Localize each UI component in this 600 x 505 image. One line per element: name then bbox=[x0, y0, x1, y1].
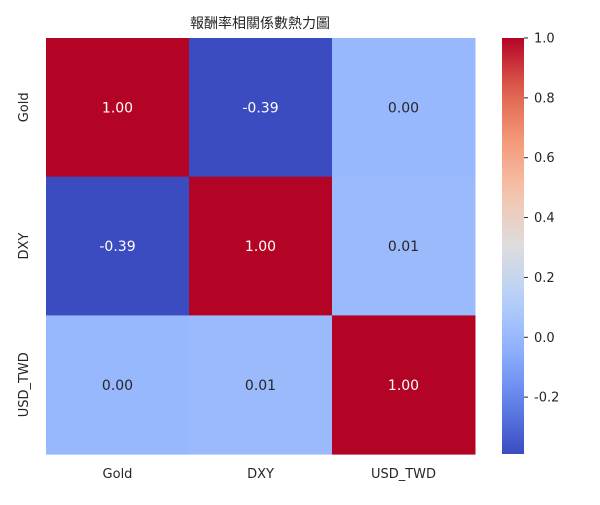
colorbar-tick-label: 0.0 bbox=[534, 331, 555, 346]
heatmap-cell-USD_TWD-USD_TWD bbox=[332, 315, 476, 455]
x-axis-tick-labels: Gold DXY USD_TWD bbox=[103, 467, 437, 482]
heatmap-cells bbox=[46, 38, 476, 455]
y-tick-label: USD_TWD bbox=[17, 352, 32, 417]
colorbar-tick-label: -0.2 bbox=[534, 391, 559, 406]
colorbar-tick-label: 0.2 bbox=[534, 271, 555, 286]
heatmap-cell-Gold-Gold bbox=[46, 38, 190, 178]
x-tick-label: Gold bbox=[103, 467, 133, 482]
cell-value-label: 0.01 bbox=[245, 378, 276, 394]
y-tick-label: Gold bbox=[17, 92, 32, 122]
cell-value-label: -0.39 bbox=[99, 239, 135, 255]
heatmap-cell-labels: 1.00 -0.39 0.00 -0.39 1.00 0.01 0.00 0.01 1.00 bbox=[99, 100, 419, 393]
cell-value-label: 0.00 bbox=[388, 100, 419, 116]
colorbar-gradient bbox=[502, 38, 524, 454]
heatmap-cell-USD_TWD-Gold bbox=[46, 315, 190, 455]
cell-value-label: 0.00 bbox=[102, 378, 133, 394]
colorbar-tick-label: 0.4 bbox=[534, 211, 555, 226]
heatmap-cell-Gold-DXY bbox=[189, 38, 333, 178]
cell-value-label: 1.00 bbox=[102, 100, 133, 116]
heatmap-cell-DXY-USD_TWD bbox=[332, 176, 476, 316]
heatmap-cell-DXY-DXY bbox=[189, 176, 333, 316]
heatmap-cell-USD_TWD-DXY bbox=[189, 315, 333, 455]
cell-value-label: 1.00 bbox=[388, 378, 419, 394]
heatmap-cell-Gold-USD_TWD bbox=[332, 38, 476, 178]
cell-value-label: 0.01 bbox=[388, 239, 419, 255]
y-tick-label: DXY bbox=[17, 233, 32, 260]
colorbar: -0.2 0.0 0.2 0.4 0.6 0.8 1.0 bbox=[502, 32, 559, 454]
cell-value-label: -0.39 bbox=[242, 100, 278, 116]
x-tick-label: USD_TWD bbox=[371, 467, 436, 482]
cell-value-label: 1.00 bbox=[245, 239, 276, 255]
y-axis-tick-labels: Gold DXY USD_TWD bbox=[17, 92, 32, 417]
colorbar-tick-label: 1.0 bbox=[534, 32, 555, 47]
x-tick-label: DXY bbox=[247, 467, 274, 482]
colorbar-tick-label: 0.8 bbox=[534, 91, 555, 106]
heatmap-cell-DXY-Gold bbox=[46, 176, 190, 316]
colorbar-tick-label: 0.6 bbox=[534, 151, 555, 166]
chart-title: 報酬率相關係數熱力圖 bbox=[190, 15, 330, 32]
